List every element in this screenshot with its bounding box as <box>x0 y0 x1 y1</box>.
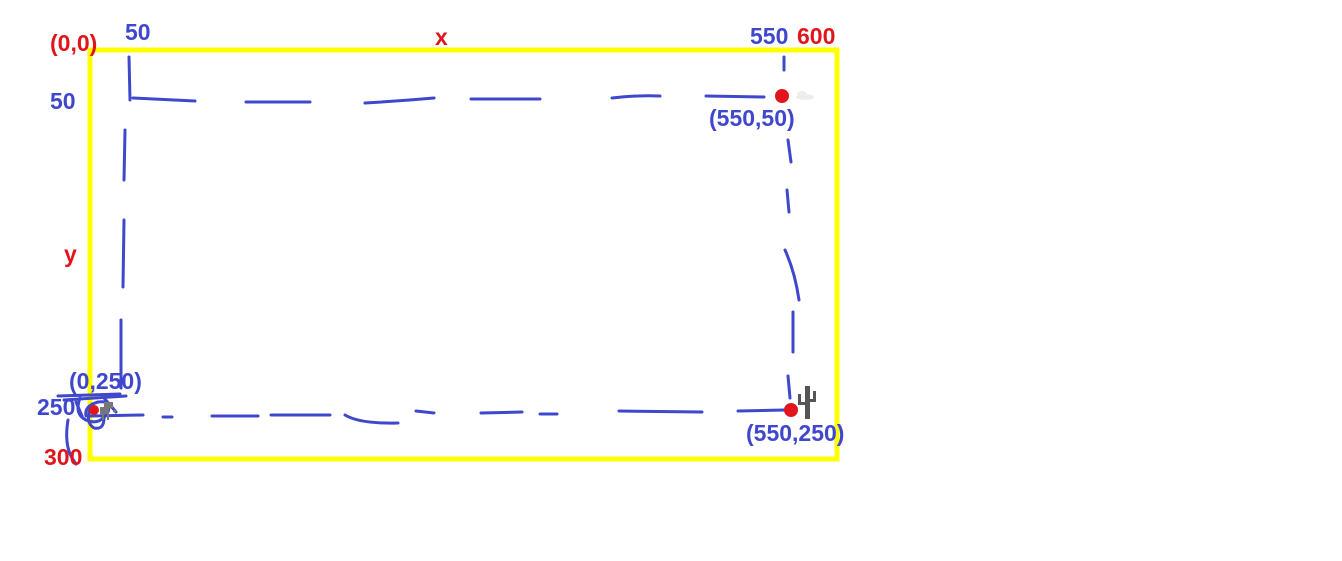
path-top-edge <box>131 94 766 105</box>
point-label-start: (0,250) <box>69 368 142 394</box>
y-300-label: 300 <box>44 444 82 470</box>
origin-label: (0,0) <box>50 30 97 56</box>
x-600-label: 600 <box>797 23 835 49</box>
x-550-label: 550 <box>750 23 788 49</box>
path-bottom-edge <box>88 408 786 425</box>
marker-start <box>89 405 99 415</box>
dinosaur-icon <box>100 402 116 420</box>
marker-bottom-right <box>784 403 798 417</box>
cloud-icon <box>796 91 814 100</box>
cactus-icon <box>798 386 816 419</box>
marker-top-right <box>775 89 789 103</box>
y-axis-label: y <box>64 241 77 267</box>
point-label-bottom-right: (550,250) <box>746 420 844 446</box>
path-left-edge <box>119 55 132 390</box>
y-250-label: 250 <box>37 394 75 420</box>
y-50-label: 50 <box>50 88 76 114</box>
point-label-top-right: (550,50) <box>709 105 795 131</box>
x-axis-label: x <box>435 24 448 50</box>
path-right-edge <box>782 55 801 400</box>
canvas-border <box>87 47 840 462</box>
x-50-label: 50 <box>125 19 151 45</box>
